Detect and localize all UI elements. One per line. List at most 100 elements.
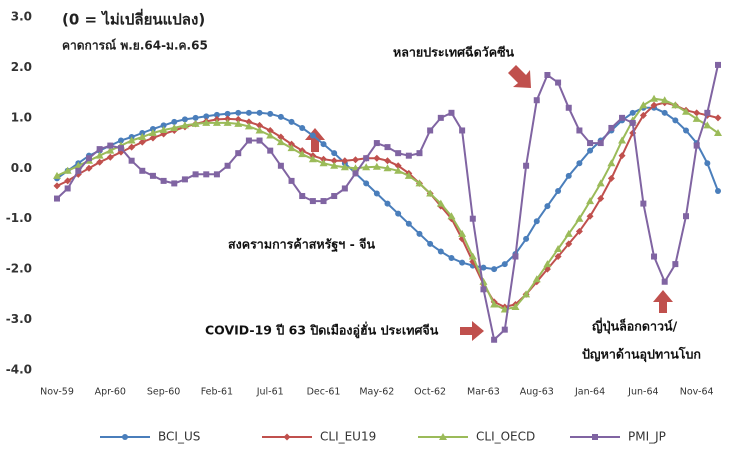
marker (192, 114, 199, 121)
marker (448, 109, 455, 116)
marker (159, 125, 168, 133)
marker (383, 164, 392, 172)
marker (122, 434, 128, 440)
marker (85, 164, 93, 172)
annotation: ญี่ปุ่นล็อกดาวน์/ (592, 318, 678, 335)
marker (320, 198, 327, 205)
marker (256, 109, 263, 116)
y-tick-label: 2.0 (11, 60, 32, 74)
marker (267, 147, 274, 154)
arrow (508, 65, 531, 88)
marker (160, 177, 167, 184)
marker (63, 166, 72, 174)
legend-label: BCI_US (158, 430, 200, 444)
marker (64, 177, 72, 185)
marker (107, 142, 114, 149)
marker (139, 167, 146, 174)
marker (650, 101, 658, 109)
marker (127, 136, 136, 144)
legend-label: PMI_JP (628, 430, 666, 444)
marker (544, 71, 551, 78)
marker (138, 133, 147, 141)
marker (629, 119, 636, 126)
marker (245, 118, 253, 126)
marker (660, 96, 669, 104)
marker (330, 161, 339, 169)
marker (586, 212, 594, 220)
marker (682, 107, 691, 115)
marker (384, 157, 391, 165)
marker (651, 253, 658, 260)
marker (191, 119, 200, 127)
marker (149, 172, 156, 179)
marker (320, 155, 328, 163)
marker (532, 275, 541, 283)
marker (288, 177, 295, 184)
arrow (460, 321, 484, 341)
marker (117, 145, 124, 152)
marker (554, 244, 563, 252)
marker (522, 290, 531, 298)
marker (672, 261, 679, 268)
marker (372, 162, 381, 170)
marker (331, 150, 338, 157)
marker (501, 326, 508, 333)
marker (234, 115, 242, 123)
marker (576, 127, 583, 134)
y-tick-label: -1.0 (6, 211, 32, 225)
marker (320, 141, 327, 148)
marker (276, 138, 285, 146)
marker (244, 122, 253, 130)
marker (587, 147, 594, 154)
marker (255, 126, 264, 134)
marker (459, 259, 466, 266)
marker (427, 240, 434, 247)
marker (714, 114, 722, 122)
x-tick-label: Nov-59 (40, 387, 74, 398)
marker (404, 171, 413, 179)
marker (714, 128, 722, 136)
marker (96, 158, 104, 166)
y-tick-label: -4.0 (6, 363, 32, 377)
marker (394, 166, 403, 174)
marker (437, 114, 444, 121)
marker (715, 61, 721, 68)
marker (106, 146, 115, 154)
marker (629, 109, 636, 116)
marker (267, 110, 274, 117)
marker (395, 150, 402, 157)
marker (607, 174, 615, 182)
marker (618, 136, 627, 144)
marker (224, 115, 232, 123)
marker (277, 113, 284, 120)
marker (704, 160, 711, 167)
marker (565, 240, 573, 248)
marker (319, 159, 328, 167)
marker (363, 155, 370, 162)
marker (170, 123, 179, 131)
marker (288, 118, 295, 125)
marker (607, 159, 616, 167)
marker (405, 152, 412, 159)
y-tick-label: 3.0 (11, 10, 32, 24)
marker (661, 109, 668, 116)
x-tick-label: Mar-63 (467, 387, 500, 398)
y-tick-label: -2.0 (6, 262, 32, 276)
marker (416, 230, 423, 237)
marker (565, 104, 572, 111)
x-tick-label: Nov-64 (680, 387, 714, 398)
x-tick-label: May-62 (359, 387, 394, 398)
marker (256, 137, 263, 144)
marker (128, 143, 136, 151)
marker (480, 264, 487, 271)
marker (309, 198, 316, 205)
marker (459, 127, 466, 134)
marker (181, 176, 188, 183)
marker (426, 189, 435, 197)
marker (245, 109, 252, 116)
marker (341, 157, 349, 165)
marker (352, 170, 359, 177)
marker (213, 171, 220, 178)
x-tick-label: Oct-62 (414, 387, 446, 398)
marker (224, 110, 231, 117)
